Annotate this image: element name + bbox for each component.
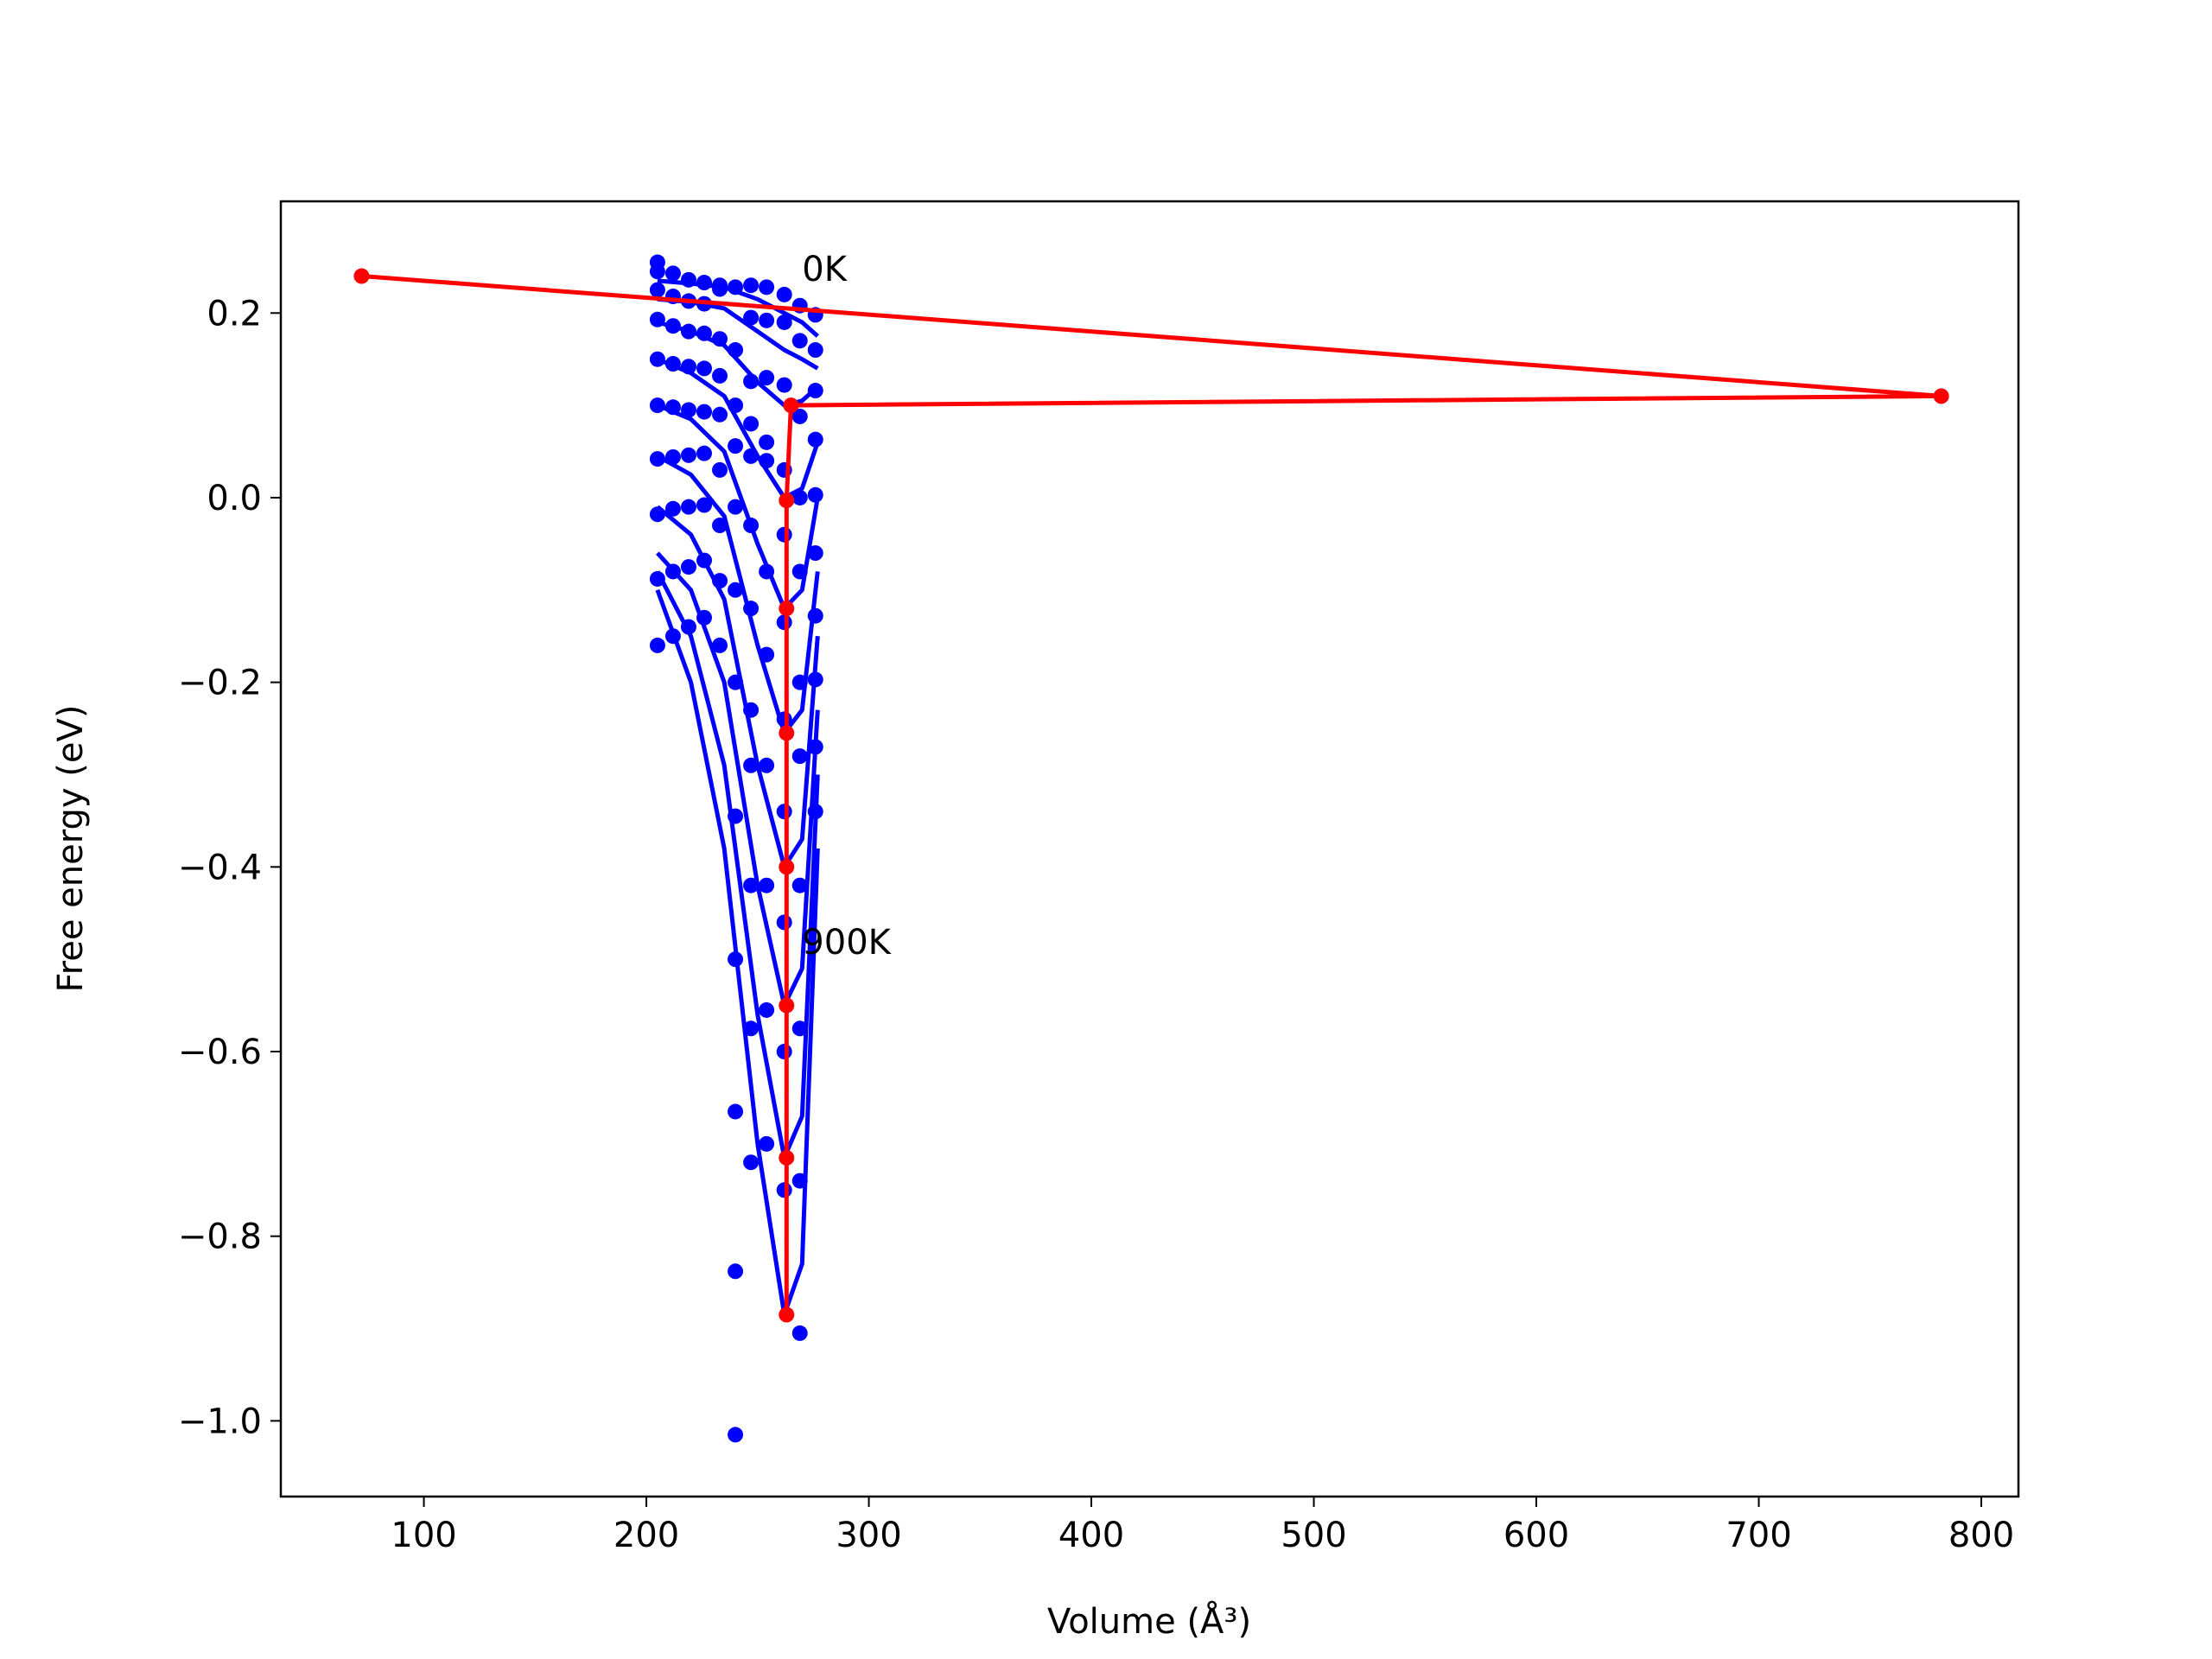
data-point: [728, 499, 744, 515]
y-tick-label: 0.0: [207, 479, 262, 518]
data-point: [807, 545, 823, 562]
data-point: [649, 264, 665, 280]
data-point: [664, 265, 681, 282]
data-point: [776, 914, 792, 931]
data-point: [759, 434, 775, 450]
data-point: [664, 500, 681, 517]
x-tick-label: 500: [1281, 1516, 1346, 1555]
x-tick-label: 800: [1948, 1516, 2014, 1555]
y-tick-label: 0.2: [207, 294, 262, 334]
data-point: [776, 314, 792, 330]
y-axis-label: Free energy (eV): [51, 705, 91, 993]
data-point: [649, 282, 665, 298]
data-point: [779, 725, 795, 741]
series-line: [656, 357, 820, 500]
data-point: [791, 333, 808, 349]
data-point: [783, 397, 799, 414]
data-point: [743, 277, 760, 294]
y-tick-label: −1.0: [178, 1402, 262, 1441]
data-point: [776, 286, 792, 302]
x-tick-label: 200: [613, 1516, 679, 1555]
data-point: [759, 757, 775, 773]
series-line: [655, 570, 820, 1160]
series-line: [657, 278, 819, 338]
series-line: [656, 505, 820, 869]
series-line: [656, 403, 820, 611]
data-point: [779, 601, 795, 617]
series-line: [655, 588, 820, 1317]
x-tick-label: 100: [391, 1516, 456, 1555]
data-point: [680, 447, 696, 463]
data-point: [728, 1263, 744, 1280]
data-point: [680, 559, 696, 575]
data-point: [779, 997, 795, 1014]
data-point: [712, 637, 728, 653]
x-tick-label: 300: [836, 1516, 901, 1555]
data-point: [759, 1001, 775, 1018]
data-point: [779, 493, 795, 509]
annotation: 900K: [802, 923, 892, 963]
data-point: [776, 526, 792, 543]
data-point: [696, 404, 713, 420]
y-tick-label: −0.8: [178, 1217, 262, 1257]
data-point: [353, 268, 370, 284]
y-tick-label: −0.6: [178, 1033, 262, 1072]
data-point: [779, 1306, 795, 1323]
plot-frame: [279, 200, 2020, 1498]
data-point: [791, 408, 808, 424]
data-point: [759, 370, 775, 386]
series-line: [361, 274, 1944, 1315]
data-point: [680, 402, 696, 418]
data-point: [743, 1154, 760, 1171]
y-tick-label: −0.4: [178, 848, 262, 887]
data-point: [728, 582, 744, 598]
annotation: 0K: [802, 250, 848, 289]
x-tick-label: 600: [1503, 1516, 1569, 1555]
data-point: [776, 614, 792, 631]
data-point: [696, 445, 713, 461]
data-point: [791, 877, 808, 893]
data-point: [728, 1103, 744, 1120]
data-point: [779, 859, 795, 875]
data-point: [776, 1182, 792, 1198]
data-point: [779, 1149, 795, 1166]
data-point: [807, 342, 823, 359]
data-point: [728, 438, 744, 454]
data-point: [743, 416, 760, 432]
data-point: [776, 377, 792, 393]
data-point: [759, 1135, 775, 1152]
data-point: [649, 451, 665, 467]
data-point: [696, 360, 713, 377]
series-line: [656, 551, 820, 1008]
series-line: [656, 454, 820, 735]
x-tick-label: 400: [1058, 1516, 1124, 1555]
data-point: [776, 1044, 792, 1060]
data-point: [776, 804, 792, 820]
x-axis-label: Volume (Å³): [1047, 1600, 1251, 1642]
series-line: [657, 320, 819, 408]
data-point: [712, 367, 728, 384]
data-point: [712, 406, 728, 423]
data-point: [728, 1427, 744, 1443]
data-point: [680, 499, 696, 515]
x-tick-label: 700: [1726, 1516, 1791, 1555]
data-point: [1933, 388, 1949, 404]
data-point: [791, 748, 808, 765]
data-point: [759, 279, 775, 296]
y-tick-label: −0.2: [178, 664, 262, 703]
data-point: [712, 461, 728, 478]
data-point: [759, 312, 775, 328]
data-point: [696, 497, 713, 513]
data-point: [759, 877, 775, 893]
data-point: [649, 637, 665, 653]
data-point: [791, 1325, 808, 1341]
